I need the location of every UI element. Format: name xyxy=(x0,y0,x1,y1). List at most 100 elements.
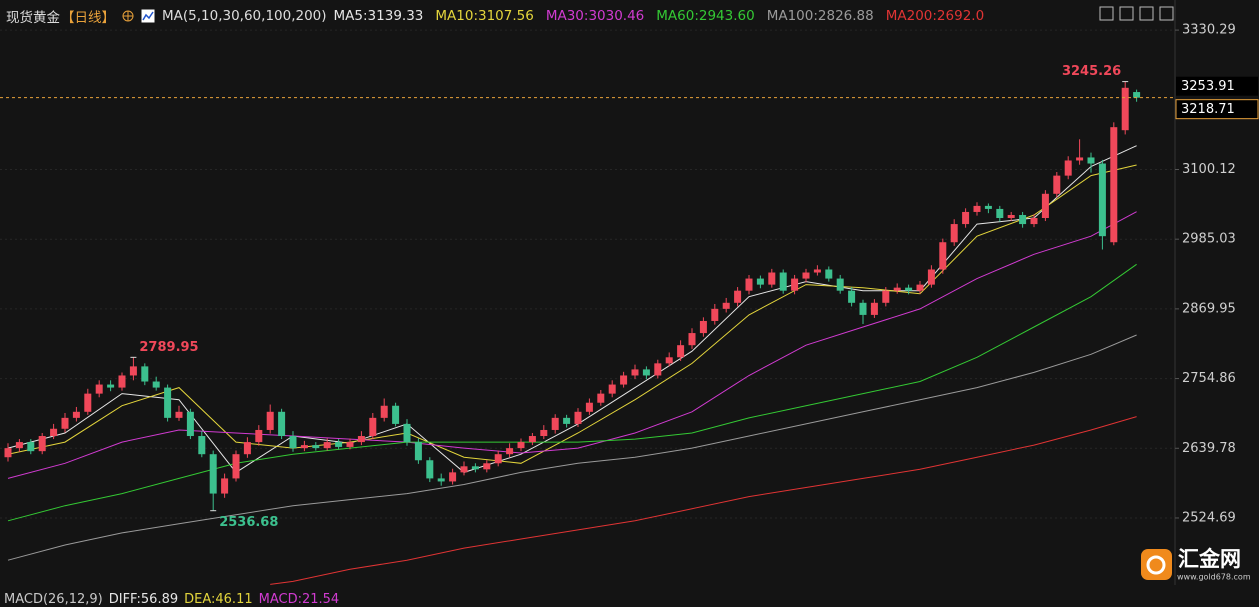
candle-body xyxy=(392,405,400,424)
candle-body xyxy=(1007,214,1015,219)
candle-body xyxy=(460,466,468,473)
candle-body xyxy=(973,205,981,212)
candle-body xyxy=(186,411,194,437)
tool-icon[interactable] xyxy=(1099,6,1114,21)
extreme-label: 2536.68 xyxy=(219,515,278,530)
candle-body xyxy=(357,436,365,443)
candle-body xyxy=(312,445,320,449)
candle-body xyxy=(243,442,251,455)
candle-body xyxy=(232,454,240,479)
candle-body xyxy=(734,290,742,303)
legend-entry: MA200:2692.0 xyxy=(885,8,985,24)
macd-label: MACD(26,12,9) xyxy=(4,592,103,607)
candle-body xyxy=(1041,193,1049,219)
y-tick-label: 3330.29 xyxy=(1182,23,1236,38)
y-tick-label: 2985.03 xyxy=(1182,232,1236,247)
candle-body xyxy=(4,448,12,458)
candle-body xyxy=(882,290,890,303)
candle-body xyxy=(369,417,377,437)
candle-body xyxy=(289,436,297,449)
y-tick-label: 2639.78 xyxy=(1182,441,1236,456)
price-box xyxy=(1175,99,1259,120)
candle-body xyxy=(494,454,502,464)
legend: MA5:3139.33 MA10:3107.56 MA30:3030.46 MA60:… xyxy=(334,8,985,24)
candle-body xyxy=(209,454,217,494)
period[interactable]: 【日线】 xyxy=(61,10,115,26)
candle-body xyxy=(15,442,23,449)
candle-body xyxy=(631,369,639,376)
toolbar[interactable] xyxy=(1099,6,1174,21)
candle-body xyxy=(620,375,628,385)
price-label: 3218.71 xyxy=(1181,102,1235,117)
candle-body xyxy=(768,272,776,285)
ma-icon[interactable] xyxy=(141,9,155,23)
candle-body xyxy=(175,411,183,418)
legend-entry: MA60:2943.60 xyxy=(656,8,755,24)
candle-body xyxy=(164,387,172,418)
candle-body xyxy=(198,436,206,455)
candle-body xyxy=(107,384,115,388)
candle-body xyxy=(414,442,422,461)
candle-body xyxy=(870,302,878,315)
candle-body xyxy=(642,369,650,376)
candle-body xyxy=(27,442,35,452)
header: 现货黄金 【日线】 MA(5,10,30,60,100,200) MA5:313… xyxy=(6,6,984,26)
candle-body xyxy=(779,272,787,291)
tool-icon[interactable] xyxy=(1119,6,1134,21)
candle-body xyxy=(141,366,149,382)
candle-body xyxy=(38,436,46,452)
candle-body xyxy=(1087,157,1095,164)
ma-params: MA(5,10,30,60,100,200) xyxy=(162,8,327,24)
candle-body xyxy=(950,224,958,243)
candle-body xyxy=(528,436,536,443)
candle-body xyxy=(802,272,810,279)
candle-body xyxy=(517,442,525,449)
candle-body xyxy=(266,411,274,430)
instrument: 现货黄金 xyxy=(6,10,60,26)
y-tick-label: 2524.69 xyxy=(1182,510,1236,525)
candle-body xyxy=(95,384,103,394)
candle-body xyxy=(711,308,719,321)
extreme-label: 2789.95 xyxy=(139,340,198,355)
candle-body xyxy=(118,375,126,388)
candle-body xyxy=(939,242,947,270)
candle-body xyxy=(129,366,137,376)
candle-body xyxy=(278,411,286,437)
price-label: 3253.91 xyxy=(1181,79,1235,94)
candle-body xyxy=(437,478,445,482)
candle-body xyxy=(300,445,308,449)
candle-body xyxy=(1133,92,1141,98)
candle-body xyxy=(859,302,867,315)
candle-body xyxy=(756,278,764,285)
candle-body xyxy=(483,463,491,470)
logo-mark xyxy=(1146,555,1166,575)
candle-body xyxy=(506,448,514,455)
tool-icon[interactable] xyxy=(1159,6,1174,21)
candle-body xyxy=(152,381,160,388)
candle-body xyxy=(335,442,343,447)
candle-body xyxy=(893,287,901,291)
extreme-label: 3245.26 xyxy=(1062,64,1121,79)
candle-body xyxy=(403,423,411,443)
logo-icon xyxy=(1141,549,1172,580)
macd-label: DEA:46.11 xyxy=(184,592,253,607)
candle-body xyxy=(1110,127,1118,243)
candle-body xyxy=(380,405,388,418)
legend-entry: MA10:3107.56 xyxy=(435,8,534,24)
logo-name: 汇金网 xyxy=(1178,547,1241,571)
candle-body xyxy=(905,287,913,291)
candle-body xyxy=(699,320,707,334)
price-box xyxy=(1176,76,1258,96)
period-icon[interactable] xyxy=(122,10,134,22)
candle-body xyxy=(848,290,856,303)
tool-icon[interactable] xyxy=(1139,6,1154,21)
y-tick-label: 3100.12 xyxy=(1182,162,1236,177)
candle-body xyxy=(574,411,582,424)
candle-body xyxy=(84,393,92,412)
candle-body xyxy=(72,411,80,418)
macd-header: MACD(26,12,9) DIFF:56.89 DEA:46.11 MACD:21.… xyxy=(4,592,339,607)
ma-line xyxy=(7,263,1137,522)
candle-body xyxy=(585,402,593,412)
